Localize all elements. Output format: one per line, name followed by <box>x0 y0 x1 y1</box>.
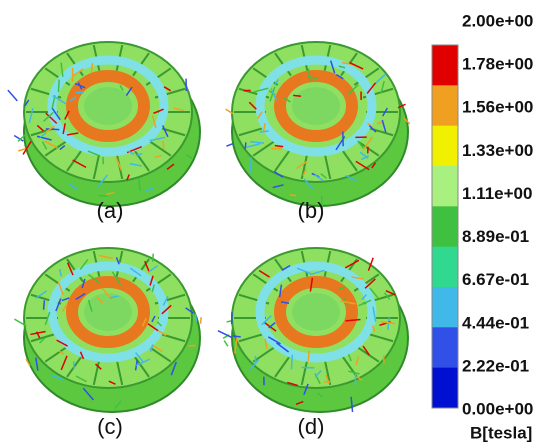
colorbar-label: 1.78e+00 <box>462 55 533 74</box>
colorbar-label: 4.44e-01 <box>462 313 529 332</box>
field-arrow <box>58 80 59 93</box>
colorbar-segment <box>432 368 458 409</box>
field-arrow <box>224 341 228 347</box>
panel-label: (a) <box>97 198 124 223</box>
motor-render <box>218 248 408 412</box>
field-arrow <box>291 355 292 370</box>
field-arrow <box>44 300 45 309</box>
rotor-core <box>292 293 340 331</box>
field-arrow <box>233 336 241 337</box>
colorbar-segment <box>432 287 458 328</box>
figure: (a) (b) (c) (d) 2.00e+00 1.78e+00 1.56e+00 1.3… <box>0 0 558 443</box>
field-arrow <box>302 367 315 368</box>
panels: (a) (b) (c) (d) <box>8 42 410 439</box>
panel-label: (b) <box>298 198 325 223</box>
field-arrow <box>290 195 296 196</box>
colorbar-label: 8.89e-01 <box>462 227 529 246</box>
colorbar-label: 1.11e+00 <box>462 184 532 203</box>
field-arrow <box>46 129 60 130</box>
colorbar-label: 2.00e+00 <box>462 11 533 30</box>
colorbar-segment <box>432 206 458 247</box>
colorbar-label: 0.00e+00 <box>462 399 533 418</box>
colorbar-segment <box>432 45 458 86</box>
colorbar-segment <box>432 85 458 126</box>
field-arrow <box>201 317 202 324</box>
colorbar-label: 1.33e+00 <box>462 141 533 160</box>
rotor-core <box>84 293 132 331</box>
rotor-core <box>292 87 340 125</box>
field-arrow <box>153 254 154 262</box>
panel-label: (c) <box>97 414 123 439</box>
motor-render <box>226 42 410 209</box>
panel-label: (d) <box>298 414 325 439</box>
colorbar-segment <box>432 166 458 207</box>
motor-render <box>14 248 201 412</box>
field-arrow <box>8 90 17 101</box>
colorbar-label: 2.22e-01 <box>462 356 529 375</box>
colorbar-segment <box>432 126 458 167</box>
field-arrow <box>218 331 232 338</box>
colorbar-label: 6.67e-01 <box>462 270 529 289</box>
field-arrow <box>293 95 301 96</box>
field-arrow <box>195 314 196 322</box>
field-arrow <box>275 146 283 147</box>
colorbar-title: B[tesla] <box>470 423 532 442</box>
field-arrow <box>245 142 246 149</box>
color-legend: 2.00e+00 1.78e+00 1.56e+00 1.33e+00 1.11e+00… <box>432 11 533 442</box>
motor-render <box>8 42 200 206</box>
colorbar-segment <box>432 247 458 288</box>
field-arrow <box>226 144 232 146</box>
colorbar-label: 1.56e+00 <box>462 98 533 117</box>
rotor-core <box>84 87 132 125</box>
colorbar-segment <box>432 327 458 368</box>
